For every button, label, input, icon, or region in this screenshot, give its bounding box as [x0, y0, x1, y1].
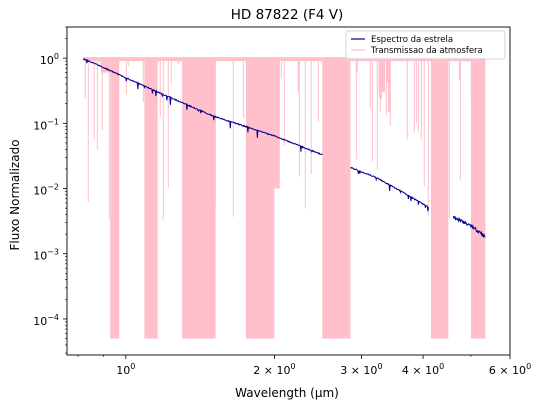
- transmission-band: [144, 57, 158, 339]
- spectrum-segment: [350, 166, 429, 212]
- transmission-band: [322, 57, 351, 339]
- x-tick-label: 2 × 100: [253, 362, 295, 377]
- transmission-lines: [84, 58, 483, 220]
- legend-box: [345, 30, 506, 60]
- x-tick-label: 100: [116, 362, 135, 377]
- x-axis-label: Wavelength (μm): [235, 386, 339, 400]
- y-tick-label: 10−2: [33, 183, 59, 198]
- y-tick-label: 10−3: [33, 248, 59, 263]
- transmission-band: [430, 57, 449, 339]
- plot-area: [82, 57, 486, 339]
- spectrum-segment: [82, 58, 323, 156]
- transmission-band: [110, 57, 120, 339]
- y-tick-label: 10−4: [33, 313, 59, 328]
- transmission-band: [245, 57, 275, 339]
- transmission-band: [274, 57, 280, 189]
- axes-frame: [66, 26, 511, 356]
- x-tick-label: 6 × 100: [489, 362, 531, 377]
- x-tick-label: 3 × 100: [340, 362, 382, 377]
- spectrum-series: [82, 58, 486, 238]
- chart-title: HD 87822 (F4 V): [231, 7, 344, 23]
- axes: 100 10−1 10−2 10−3 10−4 100 2 × 100 3 × 100 4 × …: [33, 26, 531, 377]
- y-axis-label: Fluxo Normalizado: [8, 139, 22, 250]
- y-tick-label: 10−1: [33, 117, 59, 132]
- y-tick-label: 100: [40, 52, 59, 67]
- transmission-band: [182, 57, 216, 339]
- transmission-band: [100, 57, 111, 73]
- legend-label: Espectro da estrela: [371, 35, 453, 45]
- spectrum-segment: [452, 215, 486, 238]
- legend-label: Transmissao da atmosfera: [370, 46, 483, 56]
- transmission-series: [83, 57, 486, 339]
- x-tick-label: 4 × 100: [402, 362, 444, 377]
